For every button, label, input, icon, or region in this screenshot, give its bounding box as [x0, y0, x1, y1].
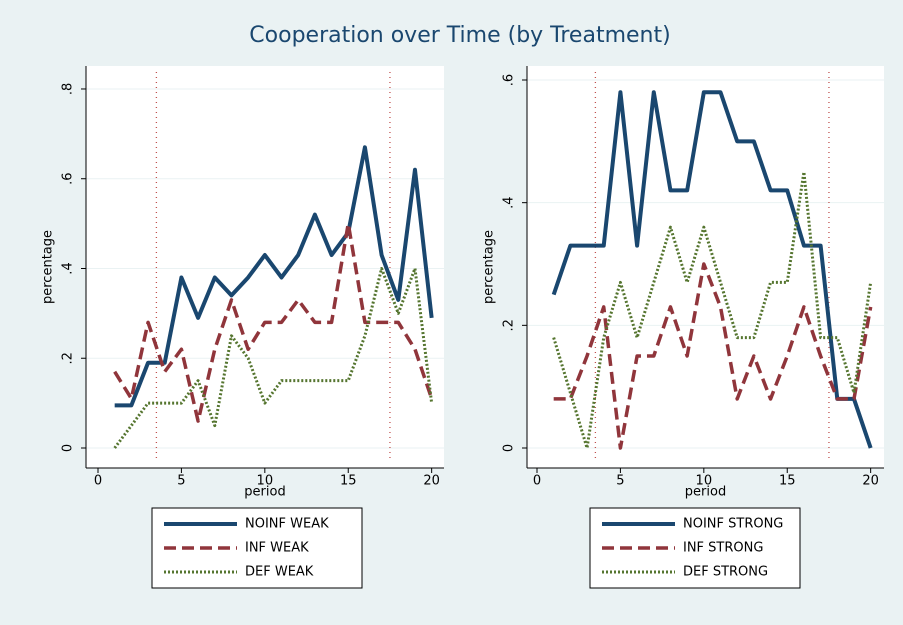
- series-line: [551, 90, 873, 449]
- legend-label: INF WEAK: [245, 541, 309, 556]
- series-line: [552, 170, 873, 450]
- legend-label: NOINF STRONG: [683, 517, 783, 532]
- figure-title: Cooperation over Time (by Treatment): [249, 23, 670, 48]
- series-line: [553, 262, 873, 450]
- y-tick-label: 0: [61, 444, 76, 452]
- series-line: [113, 221, 434, 423]
- x-tick-label: 0: [533, 474, 541, 489]
- x-tick-label: 20: [862, 474, 879, 489]
- legend-label: DEF STRONG: [683, 565, 768, 580]
- y-axis-label: percentage: [482, 230, 497, 304]
- y-tick-label: 0: [502, 444, 517, 452]
- y-tick-label: .2: [61, 352, 76, 364]
- x-tick-label: 10: [257, 474, 274, 489]
- x-tick-label: 15: [779, 474, 796, 489]
- series-line: [113, 266, 434, 449]
- legend-label: DEF WEAK: [245, 565, 314, 580]
- legend-label: INF STRONG: [683, 541, 763, 556]
- series-line: [114, 145, 434, 408]
- y-tick-label: .4: [61, 262, 76, 274]
- x-tick-label: 0: [94, 474, 102, 489]
- x-tick-label: 20: [423, 474, 440, 489]
- y-tick-label: .4: [502, 196, 517, 208]
- x-axis-label: period: [244, 485, 285, 500]
- y-tick-label: .8: [61, 83, 76, 95]
- x-tick-label: 10: [696, 474, 713, 489]
- x-tick-label: 5: [177, 474, 185, 489]
- y-axis-label: percentage: [41, 230, 56, 304]
- x-tick-label: 5: [616, 474, 624, 489]
- y-tick-label: .2: [502, 319, 517, 331]
- x-axis-label: period: [685, 485, 726, 500]
- x-tick-label: 15: [340, 474, 357, 489]
- y-tick-label: .6: [502, 74, 517, 86]
- legend-label: NOINF WEAK: [245, 517, 329, 532]
- y-tick-label: .6: [61, 173, 76, 185]
